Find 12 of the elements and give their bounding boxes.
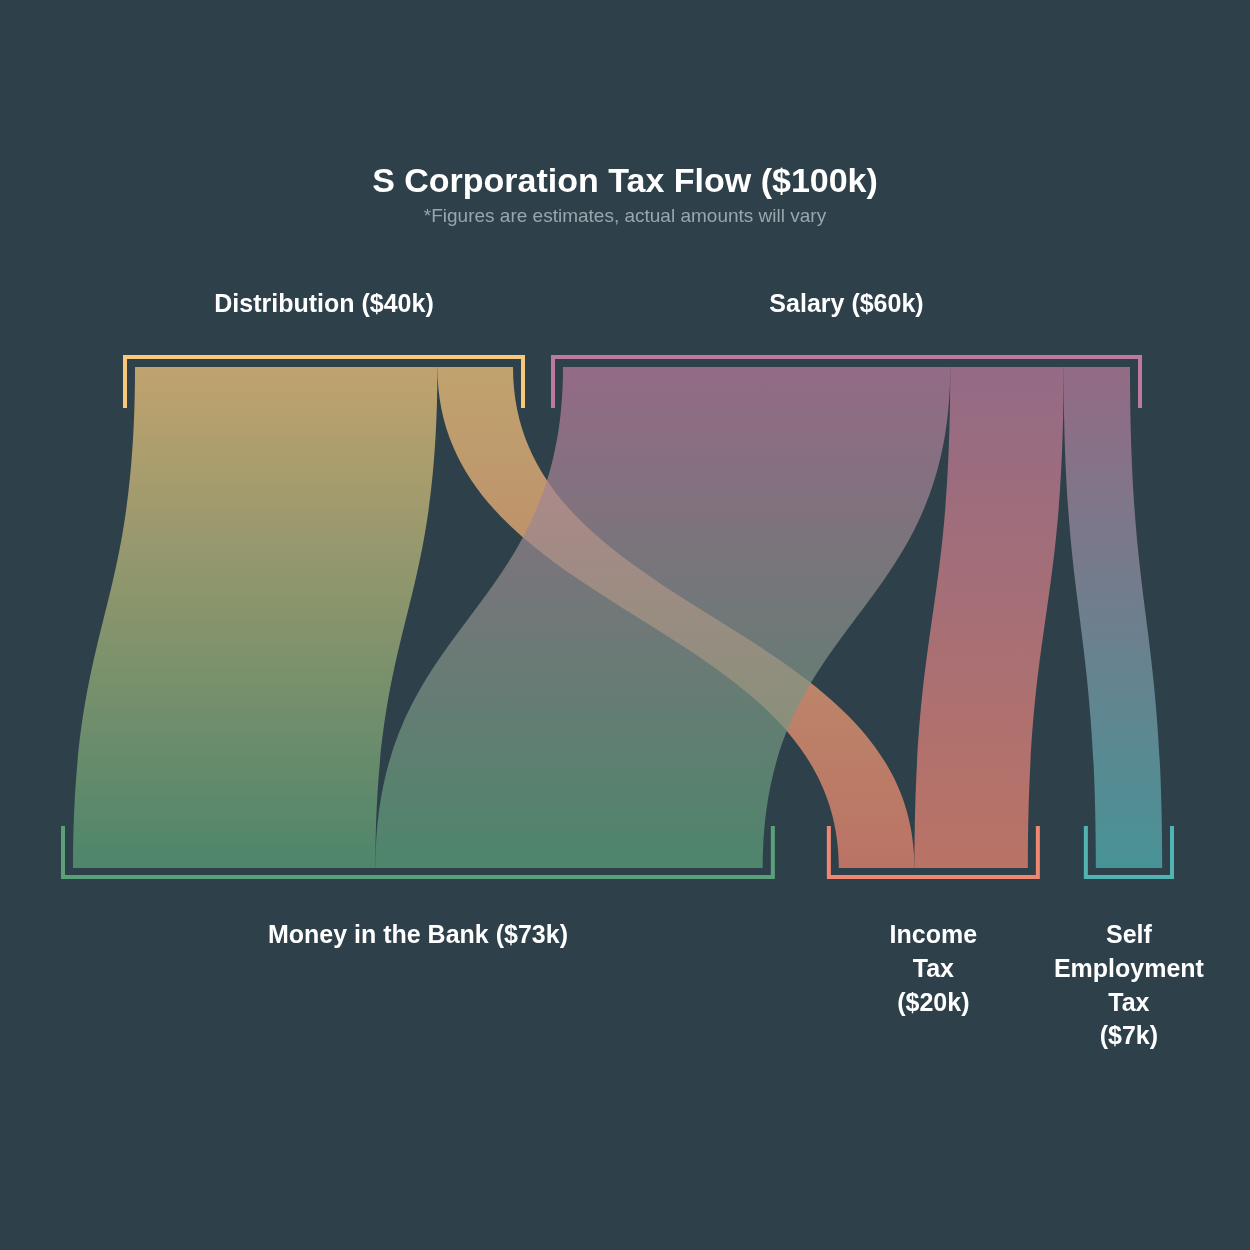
data-label: ($40k)	[361, 289, 434, 317]
category-label: Income Tax	[889, 920, 978, 982]
data-label: ($20k)	[896, 986, 971, 1018]
category-label: Self Employment Tax	[1053, 920, 1204, 1016]
data-label: ($73k)	[495, 920, 568, 948]
category-label: Salary	[769, 289, 845, 317]
text: *Figures are estimates, actual amounts will vary	[422, 204, 828, 228]
data-label: ($60k)	[851, 289, 924, 317]
data-label: ($7k)	[1098, 1020, 1160, 1052]
category-label: Money in the Bank	[267, 920, 489, 948]
text: S Corporation Tax Flow ($100k)	[371, 160, 879, 201]
category-label: Distribution	[214, 289, 355, 317]
